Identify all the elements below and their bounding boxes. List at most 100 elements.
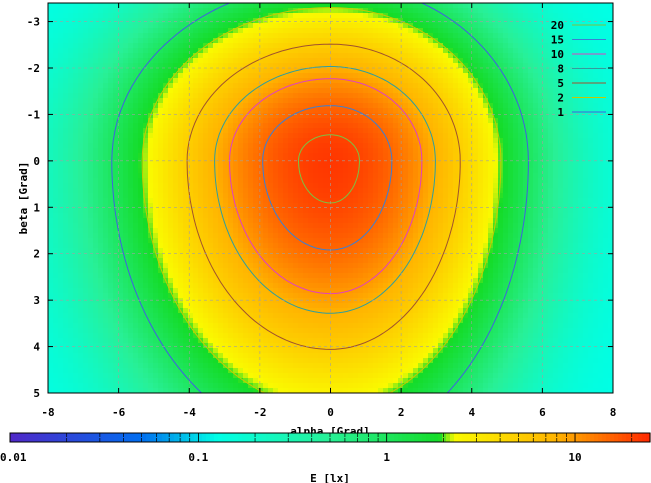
heatmap-cell [328, 58, 334, 64]
heatmap-cell [263, 78, 269, 84]
heatmap-cell [98, 108, 104, 114]
heatmap-cell [288, 163, 294, 169]
heatmap-cell [483, 173, 489, 179]
heatmap-cell [423, 188, 429, 194]
heatmap-cell [528, 108, 534, 114]
heatmap-cell [233, 38, 239, 44]
heatmap-cell [273, 63, 279, 69]
heatmap-cell [208, 33, 214, 39]
heatmap-cell [398, 163, 404, 169]
heatmap-cell [318, 148, 324, 154]
heatmap-cell [428, 208, 434, 214]
heatmap-cell [483, 183, 489, 189]
heatmap-cell [493, 83, 499, 89]
heatmap-cell [88, 188, 94, 194]
heatmap-cell [303, 33, 309, 39]
heatmap-cell [603, 13, 609, 19]
heatmap-cell [153, 18, 159, 24]
heatmap-cell [273, 148, 279, 154]
heatmap-cell [568, 43, 574, 49]
heatmap-cell [138, 178, 144, 184]
heatmap-cell [448, 98, 454, 104]
heatmap-cell [393, 48, 399, 54]
heatmap-cell [413, 73, 419, 79]
heatmap-cell [478, 183, 484, 189]
heatmap-cell [88, 58, 94, 64]
heatmap-cell [78, 33, 84, 39]
heatmap-cell [283, 108, 289, 114]
heatmap-cell [313, 133, 319, 139]
heatmap-cell [363, 178, 369, 184]
heatmap-cell [68, 103, 74, 109]
heatmap-cell [603, 33, 609, 39]
heatmap-cell [288, 73, 294, 79]
heatmap-cell [448, 183, 454, 189]
heatmap-cell [333, 203, 339, 209]
heatmap-cell [503, 88, 509, 94]
heatmap-cell [278, 98, 284, 104]
heatmap-cell [223, 143, 229, 149]
heatmap-cell [603, 218, 609, 224]
heatmap-cell [333, 3, 339, 9]
heatmap-cell [273, 188, 279, 194]
heatmap-cell [213, 23, 219, 29]
heatmap-cell [518, 28, 524, 34]
heatmap-cell [523, 23, 529, 29]
heatmap-cell [163, 223, 169, 229]
heatmap-cell [288, 143, 294, 149]
heatmap-cell [438, 108, 444, 114]
heatmap-cell [433, 33, 439, 39]
heatmap-cell [378, 3, 384, 9]
heatmap-cell [593, 48, 599, 54]
heatmap-cell [463, 103, 469, 109]
heatmap-cell [193, 28, 199, 34]
heatmap-cell [93, 128, 99, 134]
heatmap-cell [558, 128, 564, 134]
heatmap-cell [508, 43, 514, 49]
heatmap-cell [338, 153, 344, 159]
heatmap-cell [443, 68, 449, 74]
heatmap-cell [258, 23, 264, 29]
heatmap-cell [428, 148, 434, 154]
heatmap-cell [338, 123, 344, 129]
heatmap-cell [398, 113, 404, 119]
heatmap-cell [473, 208, 479, 214]
heatmap-cell [103, 178, 109, 184]
heatmap-cell [363, 158, 369, 164]
heatmap-cell [518, 153, 524, 159]
heatmap-cell [443, 28, 449, 34]
heatmap-cell [73, 213, 79, 219]
heatmap-cell [338, 133, 344, 139]
heatmap-cell [378, 98, 384, 104]
heatmap-cell [228, 83, 234, 89]
heatmap-cell [48, 48, 54, 54]
heatmap-cell [128, 158, 134, 164]
heatmap-cell [408, 218, 414, 224]
heatmap-cell [238, 193, 244, 199]
heatmap-cell [398, 38, 404, 44]
heatmap-cell [393, 73, 399, 79]
heatmap-cell [493, 113, 499, 119]
heatmap-cell [418, 58, 424, 64]
heatmap-cell [208, 218, 214, 224]
heatmap-cell [153, 158, 159, 164]
heatmap-cell [353, 198, 359, 204]
heatmap-cell [153, 148, 159, 154]
heatmap-cell [223, 123, 229, 129]
heatmap-cell [403, 48, 409, 54]
heatmap-cell [68, 158, 74, 164]
heatmap-cell [278, 153, 284, 159]
heatmap-cell [343, 193, 349, 199]
heatmap-cell [183, 38, 189, 44]
heatmap-cell [163, 173, 169, 179]
heatmap-cell [513, 183, 519, 189]
heatmap-cell [123, 138, 129, 144]
heatmap-cell [238, 68, 244, 74]
heatmap-cell [458, 178, 464, 184]
heatmap-cell [183, 153, 189, 159]
heatmap-cell [378, 173, 384, 179]
heatmap-cell [513, 148, 519, 154]
heatmap-cell [58, 113, 64, 119]
heatmap-cell [533, 88, 539, 94]
heatmap-cell [553, 58, 559, 64]
